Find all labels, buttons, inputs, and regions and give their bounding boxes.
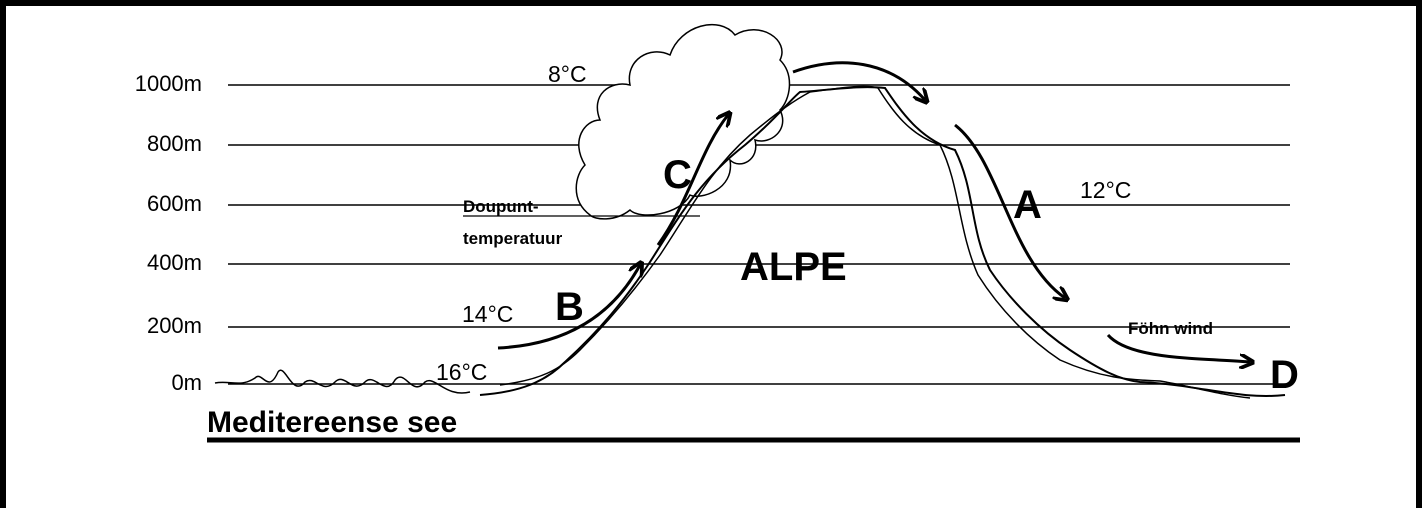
point-label: C — [663, 153, 692, 197]
altitude-label: 0m — [171, 370, 202, 395]
point-label: D — [1270, 353, 1299, 397]
mountain-label: ALPE — [740, 245, 847, 289]
altitude-lines — [228, 84, 1290, 385]
arrows — [497, 61, 1250, 362]
cloud — [575, 24, 791, 220]
altitude-label: 800m — [147, 131, 202, 156]
sea-label: Meditereense see — [207, 406, 457, 439]
altitude-label: 1000m — [135, 71, 202, 96]
temperature: 8°C — [548, 61, 587, 87]
mountain-inner — [499, 85, 1251, 399]
mountain-outer — [479, 86, 1286, 398]
point-label: A — [1013, 183, 1042, 227]
altitude-label: 200m — [147, 313, 202, 338]
temperature: 14°C — [462, 301, 513, 327]
temperature: 12°C — [1080, 177, 1131, 203]
dewpoint-label: Doupunt- — [463, 197, 539, 216]
altitude-label: 400m — [147, 250, 202, 275]
wind-label: Föhn wind — [1128, 319, 1213, 338]
temperature: 16°C — [436, 359, 487, 385]
altitude-label: 600m — [147, 191, 202, 216]
sea-waves — [214, 369, 471, 394]
point-label: B — [555, 285, 584, 329]
dewpoint-label: temperatuur — [463, 229, 563, 248]
